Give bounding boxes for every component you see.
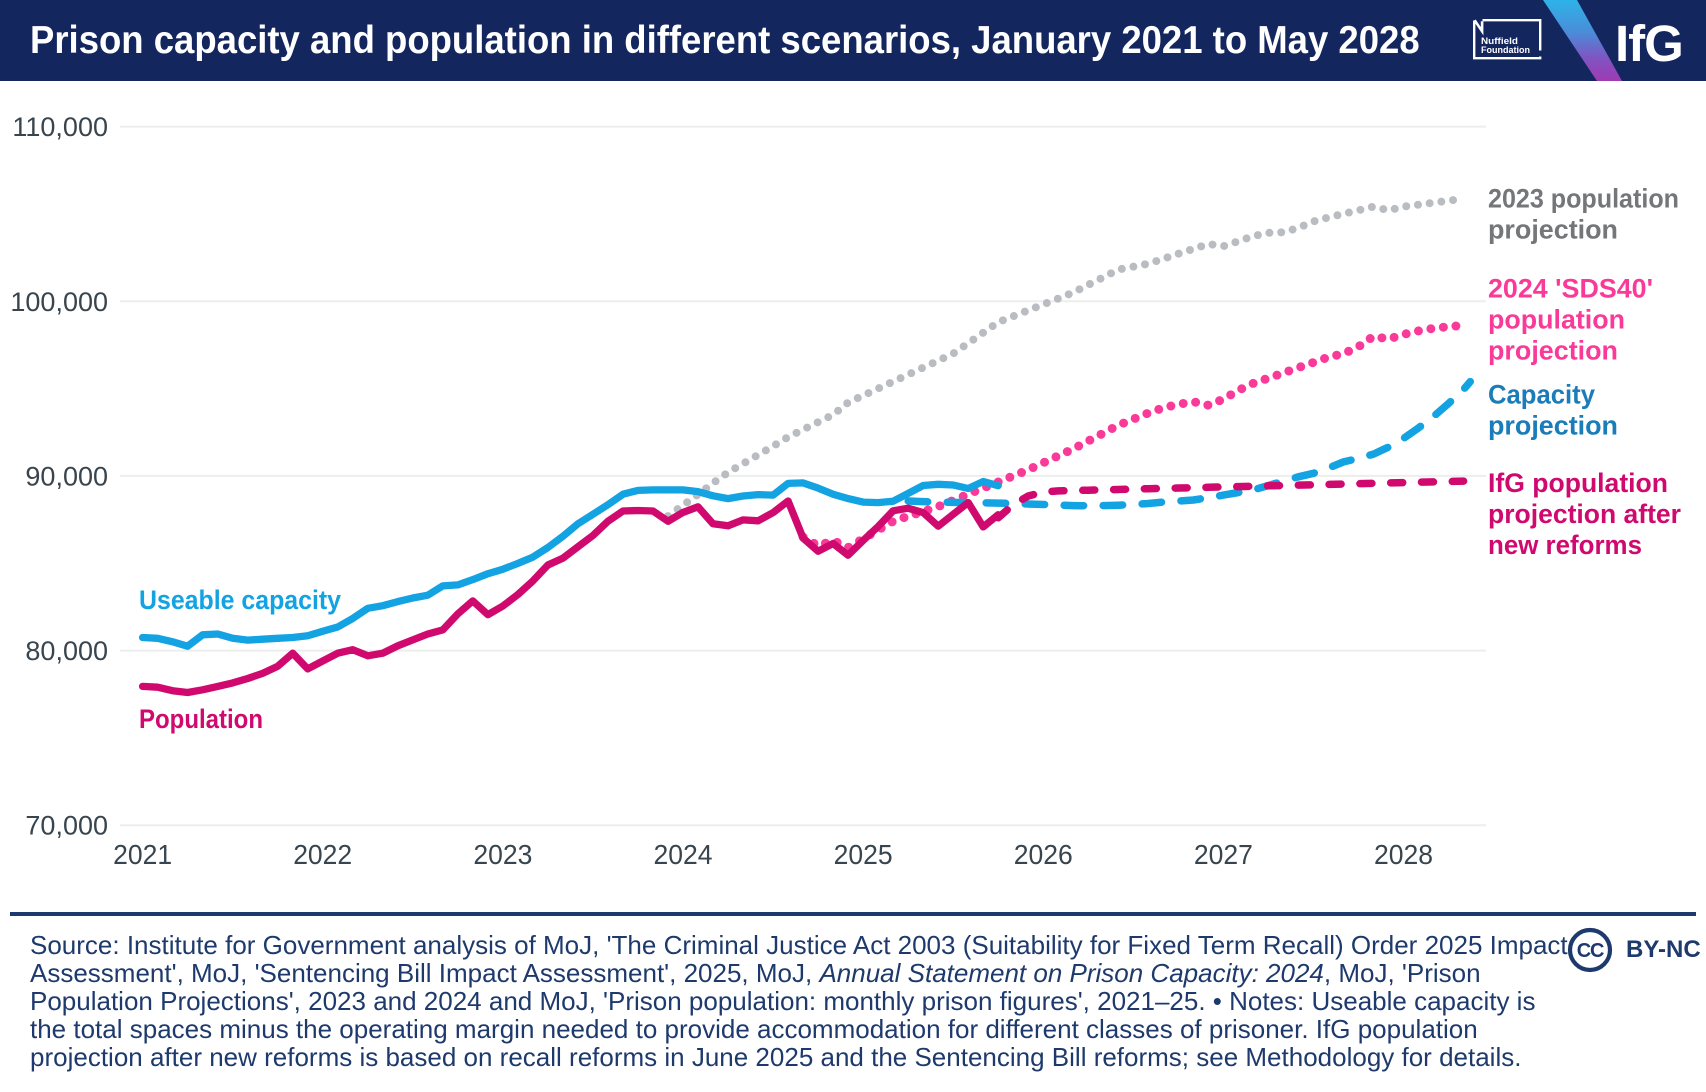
svg-text:projection: projection: [1488, 336, 1618, 366]
svg-text:IfG population: IfG population: [1488, 468, 1668, 498]
svg-text:projection: projection: [1488, 215, 1618, 245]
svg-text:2025: 2025: [834, 839, 893, 870]
svg-text:new reforms: new reforms: [1488, 530, 1642, 560]
svg-text:Nuffield: Nuffield: [1481, 36, 1518, 46]
svg-text:Foundation: Foundation: [1481, 45, 1530, 55]
svg-text:Population: Population: [139, 704, 263, 734]
svg-text:2024: 2024: [654, 839, 713, 870]
svg-text:2023 population: 2023 population: [1488, 184, 1679, 214]
svg-text:Capacity: Capacity: [1488, 380, 1595, 410]
svg-text:Useable capacity: Useable capacity: [139, 585, 341, 615]
svg-text:100,000: 100,000: [10, 287, 108, 317]
svg-text:2024 'SDS40': 2024 'SDS40': [1488, 274, 1653, 304]
svg-text:2021: 2021: [113, 839, 172, 870]
svg-text:80,000: 80,000: [25, 636, 108, 666]
svg-text:2027: 2027: [1194, 839, 1253, 870]
svg-text:projection after: projection after: [1488, 499, 1681, 529]
svg-text:CC: CC: [1577, 940, 1604, 962]
svg-text:90,000: 90,000: [25, 461, 108, 491]
svg-text:70,000: 70,000: [25, 811, 108, 841]
svg-text:projection: projection: [1488, 411, 1618, 441]
svg-text:110,000: 110,000: [12, 112, 108, 142]
svg-text:population: population: [1488, 305, 1625, 335]
svg-text:2026: 2026: [1014, 839, 1073, 870]
svg-text:2028: 2028: [1374, 839, 1433, 870]
svg-text:2023: 2023: [473, 839, 532, 870]
svg-text:2022: 2022: [293, 839, 352, 870]
